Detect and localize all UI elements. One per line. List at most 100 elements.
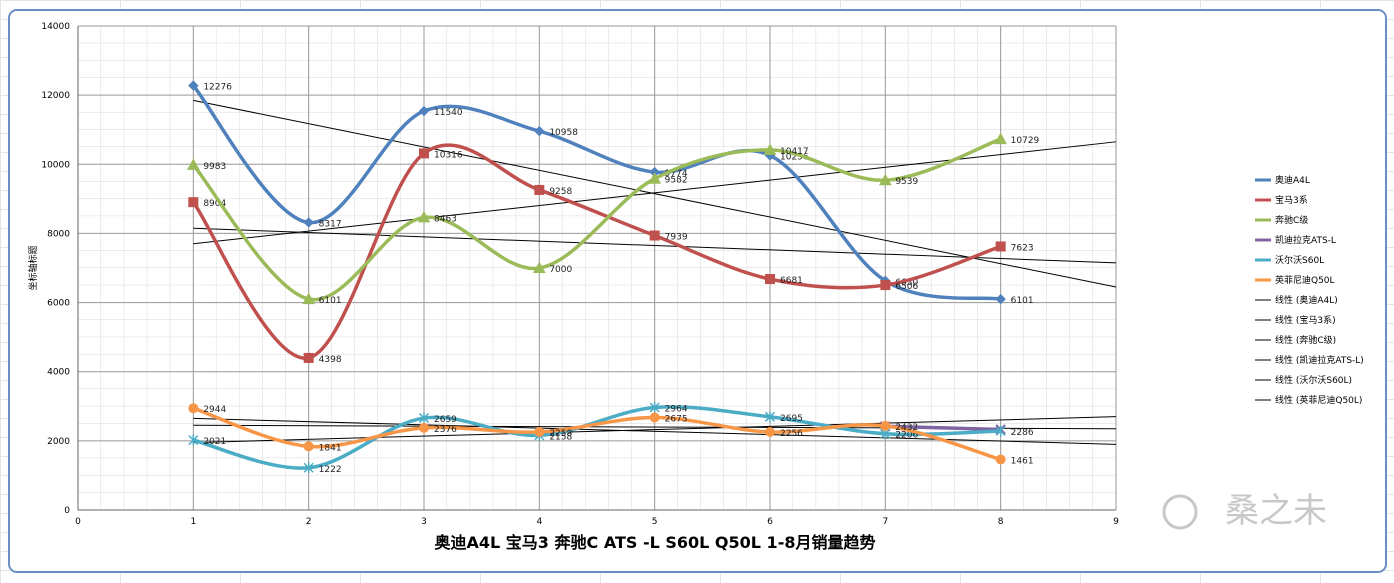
legend-label: 线性 (奔驰C级): [1275, 334, 1336, 346]
data-label: 10256: [780, 152, 809, 162]
marker: [995, 425, 1006, 437]
data-label: 2286: [1011, 428, 1034, 438]
x-tick-label: 3: [421, 517, 427, 527]
data-label: 1461: [1011, 456, 1034, 466]
data-label: 10958: [549, 128, 578, 138]
marker: [188, 197, 199, 208]
legend-label: 线性 (凯迪拉克ATS-L): [1275, 354, 1364, 366]
data-label: 11540: [434, 108, 463, 118]
marker: [534, 125, 545, 137]
marker: [995, 293, 1006, 305]
marker: [649, 402, 660, 414]
y-tick-label: 10000: [41, 160, 70, 170]
data-label: 2964: [665, 405, 688, 415]
marker: [880, 280, 891, 291]
data-label: 9582: [665, 176, 688, 186]
marker: [188, 403, 199, 414]
legend-label: 凯迪拉克ATS-L: [1275, 234, 1336, 246]
marker: [417, 210, 431, 223]
legend-label: 线性 (奥迪A4L): [1275, 294, 1338, 306]
legend-label: 奔驰C级: [1275, 214, 1308, 226]
data-label: 7939: [665, 233, 688, 243]
legend-label: 沃尔沃S60L: [1275, 254, 1324, 266]
legend-label: 英菲尼迪Q50L: [1275, 274, 1335, 286]
watermark-icon: [1162, 494, 1198, 530]
x-tick-label: 9: [1113, 517, 1119, 527]
data-label: 10316: [434, 150, 463, 160]
y-tick-label: 0: [64, 506, 70, 516]
marker: [649, 230, 660, 241]
marker: [419, 422, 429, 433]
data-label: 8904: [203, 199, 226, 209]
y-tick-label: 6000: [47, 299, 70, 309]
marker: [534, 426, 545, 437]
marker: [534, 184, 545, 195]
y-tick-label: 14000: [41, 22, 70, 32]
data-label: 2206: [895, 431, 918, 441]
marker: [994, 132, 1008, 145]
data-label: 2158: [549, 432, 572, 442]
marker: [532, 261, 546, 273]
x-tick-label: 4: [536, 517, 542, 527]
data-label: 6506: [895, 282, 918, 292]
y-tick-label: 12000: [41, 91, 70, 101]
marker: [764, 411, 776, 423]
y-tick-label: 4000: [47, 368, 70, 378]
marker: [995, 241, 1006, 252]
x-tick-label: 1: [190, 517, 196, 527]
marker: [878, 173, 892, 186]
marker: [188, 434, 199, 446]
marker: [303, 352, 314, 363]
data-label: 6630: [895, 278, 918, 288]
marker: [880, 420, 891, 431]
marker: [303, 217, 314, 228]
marker: [763, 143, 777, 155]
trendline: [193, 227, 1117, 264]
data-label: 2944: [203, 405, 226, 415]
trendline: [193, 417, 1117, 445]
marker: [303, 462, 314, 474]
data-label: 9539: [895, 177, 918, 187]
chart-title: 奥迪A4L 宝马3 奔驰C ATS -L S60L Q50L 1-8月销量趋势: [435, 533, 876, 552]
data-label: 4398: [319, 355, 342, 365]
legend-label: 线性 (沃尔沃S60L): [1275, 374, 1352, 386]
data-label: 2432: [895, 423, 918, 433]
data-label: 7000: [549, 265, 572, 275]
marker: [303, 441, 314, 452]
marker: [188, 80, 199, 91]
legend-label: 线性 (英菲尼迪Q50L): [1275, 394, 1362, 406]
marker: [649, 412, 660, 423]
data-label: 6101: [319, 296, 342, 306]
data-label: 2021: [203, 437, 226, 447]
watermark: 桑之未: [1225, 491, 1327, 531]
data-label: 2256: [780, 429, 803, 439]
data-label: 9983: [203, 162, 226, 172]
data-label: 2376: [434, 425, 457, 435]
marker: [186, 158, 200, 170]
data-label: 7623: [1011, 243, 1034, 253]
data-label: 12276: [203, 83, 232, 93]
data-label: 9774: [665, 169, 688, 179]
minor-grid: [78, 26, 1116, 510]
marker: [418, 105, 430, 117]
trendline: [193, 99, 1117, 288]
marker: [418, 412, 430, 424]
data-label: 10417: [780, 147, 809, 157]
data-label: 10729: [1011, 136, 1040, 146]
legend-label: 线性 (宝马3系): [1275, 314, 1336, 326]
marker: [302, 292, 316, 305]
x-tick-label: 8: [998, 517, 1004, 527]
data-label: 8317: [319, 219, 342, 229]
x-tick-label: 7: [882, 517, 888, 527]
y-axis-title: 坐标轴标题: [27, 245, 39, 290]
data-label: 2675: [665, 415, 688, 425]
data-label: 8463: [434, 214, 457, 224]
data-label: 2695: [780, 414, 803, 424]
legend-label: 宝马3系: [1275, 194, 1308, 206]
x-tick-label: 6: [767, 517, 773, 527]
marker: [419, 148, 429, 159]
data-label: 6101: [1011, 296, 1034, 306]
marker: [765, 274, 775, 285]
trendline: [193, 416, 1117, 444]
